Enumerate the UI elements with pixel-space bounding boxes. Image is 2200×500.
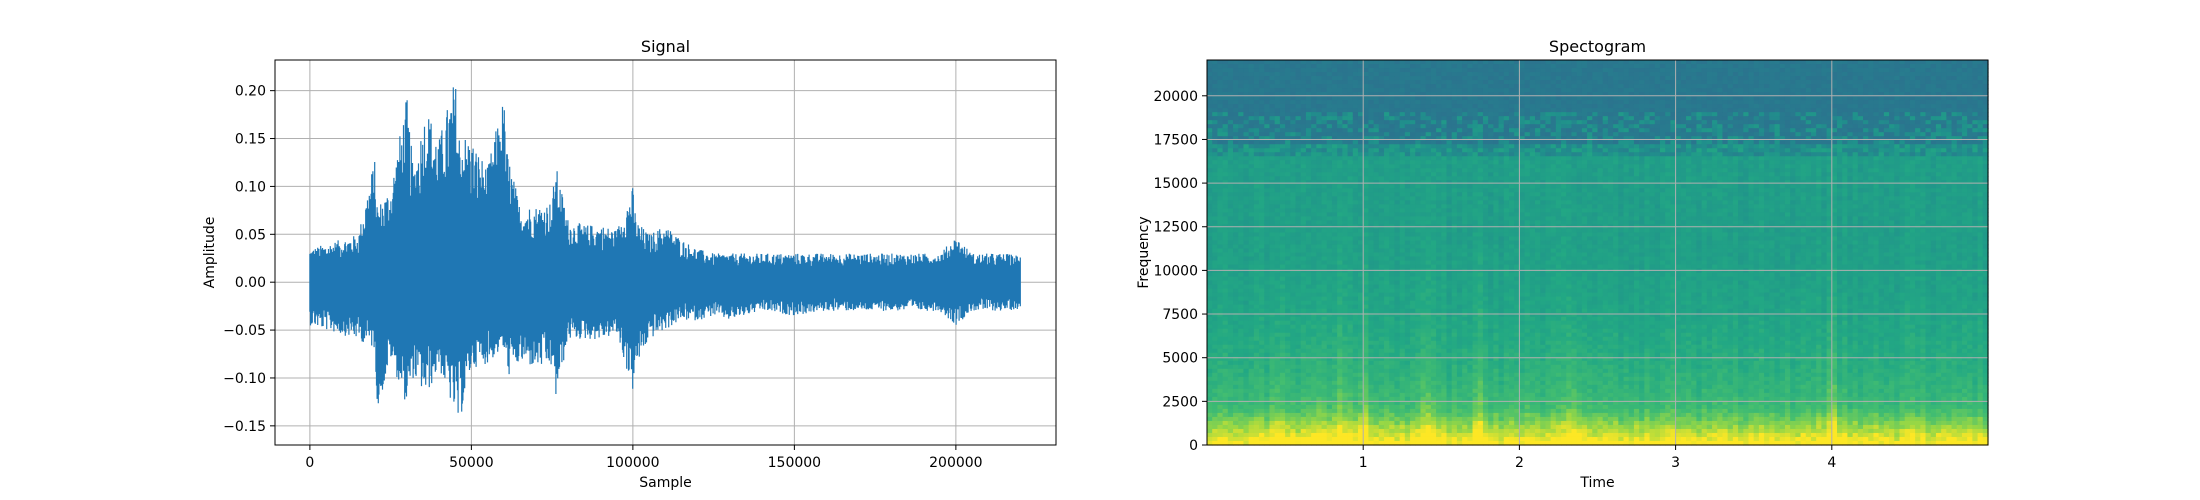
signal-y-tick-label: 0.10 (235, 179, 266, 195)
spectrogram-y-tick-label: 15000 (1153, 176, 1198, 192)
spectrogram-y-tick-label: 12500 (1153, 220, 1198, 236)
signal-y-tick-label: −0.15 (223, 419, 266, 435)
signal-x-axis-label: Sample (639, 475, 692, 491)
signal-title: Signal (641, 37, 690, 56)
spectrogram-y-tick-label: 17500 (1153, 132, 1198, 148)
spectrogram-y-tick-label: 7500 (1162, 307, 1198, 323)
signal-y-tick-label: 0.15 (235, 132, 266, 148)
spectrogram-x-tick-label: 2 (1515, 455, 1524, 471)
spectrogram-x-axis-label: Time (1579, 475, 1614, 491)
spectrogram-y-tick-label: 0 (1189, 438, 1198, 454)
signal-x-tick-label: 0 (305, 455, 314, 471)
signal-y-tick-label: 0.20 (235, 84, 266, 100)
signal-plot: 0 50000 100000 150000 200000 −0.15 −0.10 −0.05 0… (202, 37, 1056, 491)
signal-x-tick-label: 200000 (929, 455, 982, 471)
spectrogram-y-tick-label: 20000 (1153, 89, 1198, 105)
signal-y-tick-label: 0.05 (235, 227, 266, 243)
signal-y-tick-label: −0.05 (223, 323, 266, 339)
spectrogram-y-axis-label: Frequency (1136, 216, 1152, 288)
spectrogram-x-tick-label: 4 (1827, 455, 1836, 471)
spectrogram-x-tick-label: 3 (1671, 455, 1680, 471)
spectrogram-y-tick-label: 2500 (1162, 394, 1198, 410)
signal-x-tick-label: 50000 (449, 455, 494, 471)
signal-waveform (310, 87, 1020, 412)
signal-x-tick-label: 100000 (606, 455, 659, 471)
signal-y-axis-label: Amplitude (202, 217, 218, 289)
spectrogram-x-tick-label: 1 (1359, 455, 1368, 471)
spectrogram-title: Spectogram (1549, 37, 1646, 56)
signal-x-tick-label: 150000 (768, 455, 821, 471)
spectrogram-heatmap (1207, 60, 1989, 446)
spectrogram-plot: 1 2 3 4 0 2500 5000 7500 10000 12500 15000 17500 200… (1136, 37, 1989, 491)
spectrogram-y-tick-label: 10000 (1153, 263, 1198, 279)
signal-y-tick-label: 0.00 (235, 275, 266, 291)
spectrogram-y-tick-label: 5000 (1162, 351, 1198, 367)
signal-y-tick-label: −0.10 (223, 371, 266, 387)
